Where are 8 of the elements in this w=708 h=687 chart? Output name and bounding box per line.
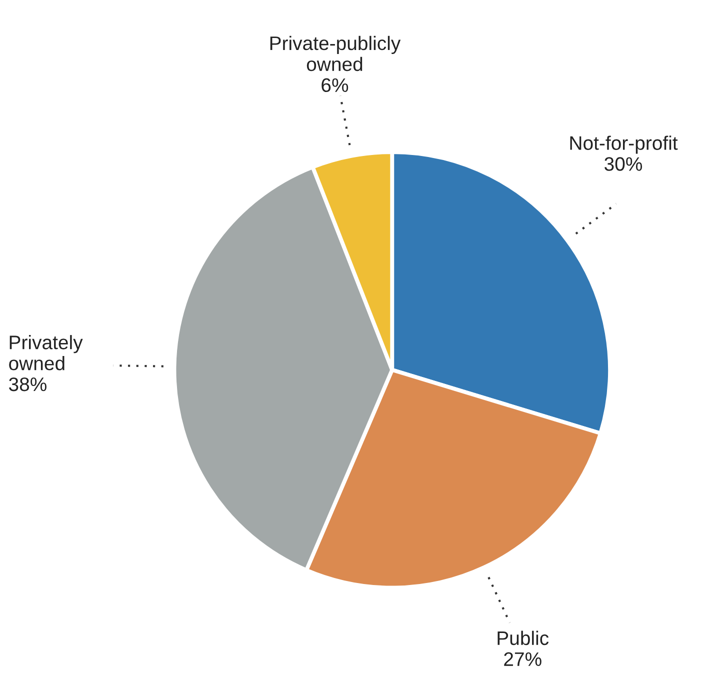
- data-label: 38%: [9, 377, 46, 392]
- slice-label: Private-publicly owned: [270, 36, 401, 72]
- data-label: 27%: [504, 652, 542, 666]
- data-label: 30%: [604, 157, 642, 171]
- slice-label: Privately owned: [9, 335, 83, 370]
- slice-label: Not-for-profit: [570, 136, 678, 154]
- data-label: 6%: [322, 78, 348, 92]
- slice-label: Public: [498, 630, 549, 646]
